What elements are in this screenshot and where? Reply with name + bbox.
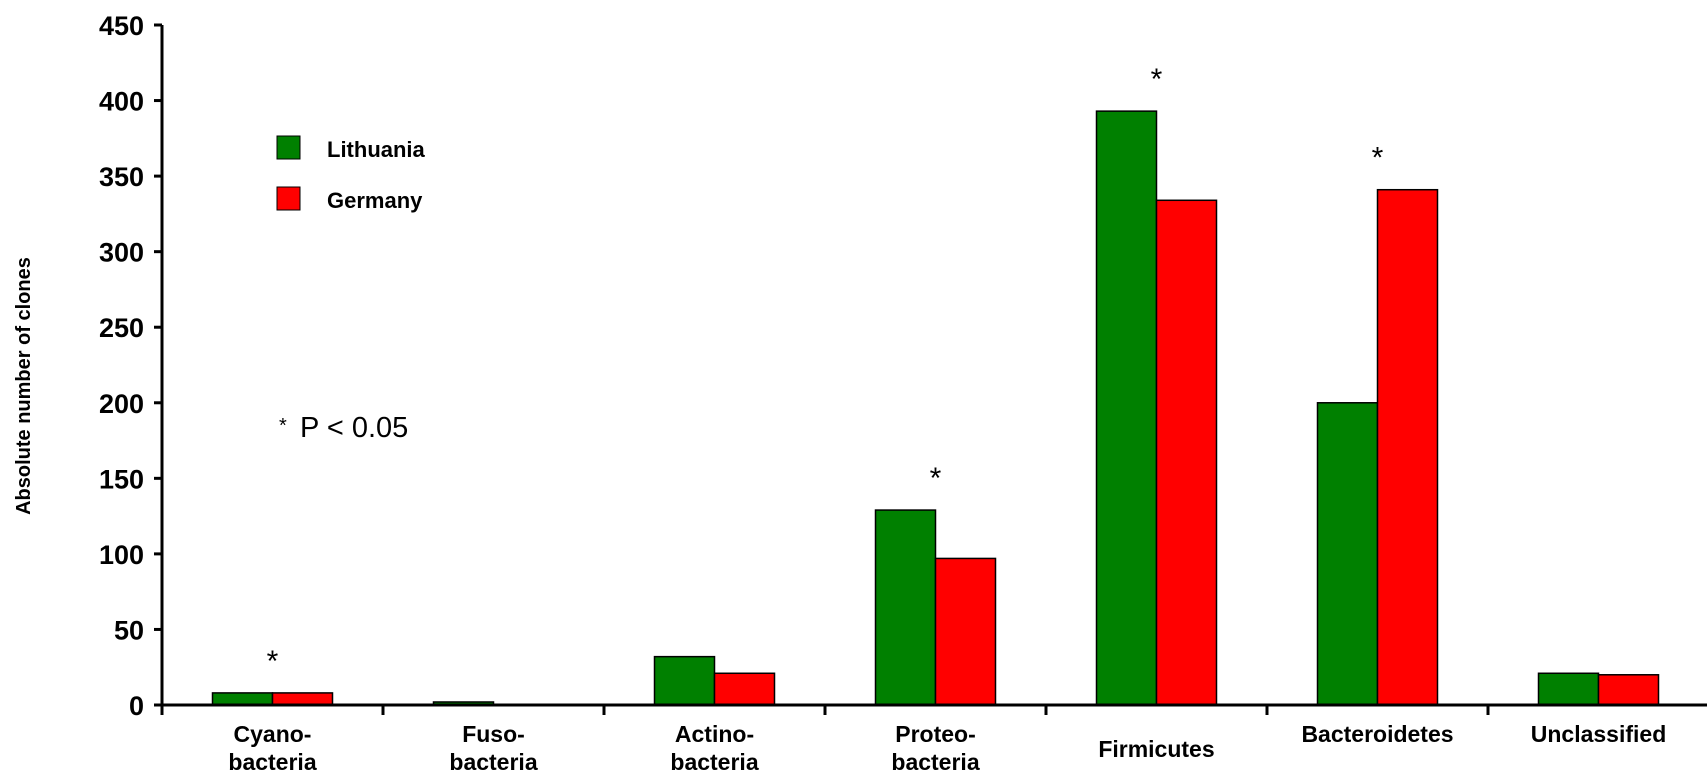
axes-group <box>160 25 1707 707</box>
x-tick-label: Proteo-bacteria <box>891 721 979 775</box>
significance-note-text: P < 0.05 <box>300 412 408 444</box>
y-tick-label: 0 <box>129 691 144 721</box>
legend-swatch-germany <box>276 186 301 211</box>
significance-note: * P < 0.05 <box>279 412 408 444</box>
y-tick-label: 400 <box>99 87 144 117</box>
x-ticks-group: Cyano-bacteria Fuso-bacteria Actino-bacter… <box>160 705 1667 775</box>
bar-germany-4 <box>1155 199 1218 706</box>
bar-lithuania-4 <box>1095 110 1158 706</box>
bar-lithuania-6 <box>1537 672 1600 706</box>
bar-germany-3 <box>934 557 997 706</box>
legend-swatch-lithuania <box>276 135 301 160</box>
significance-note-star: * <box>279 415 287 437</box>
bar-lithuania-0 <box>211 692 274 706</box>
x-tick-label: Actino-bacteria <box>670 721 758 775</box>
x-tick-label: Fuso-bacteria <box>449 721 537 775</box>
y-tick-label: 200 <box>99 389 144 419</box>
bars-group <box>211 110 1660 706</box>
bar-lithuania-3 <box>874 509 937 706</box>
y-axis-title: Absolute number of clones <box>13 257 35 515</box>
significance-marker: * <box>930 462 942 495</box>
x-tick-label: Firmicutes <box>1098 736 1214 762</box>
y-tick-label: 150 <box>99 464 144 494</box>
bar-germany-6 <box>1597 674 1660 706</box>
y-tick-label: 250 <box>99 313 144 343</box>
x-tick-label: Cyano-bacteria <box>228 721 316 775</box>
y-tick-label: 450 <box>99 11 144 41</box>
y-tick-label: 100 <box>99 540 144 570</box>
bar-germany-2 <box>713 672 776 706</box>
bar-lithuania-2 <box>653 655 716 706</box>
x-tick-label: Unclassified <box>1531 721 1667 747</box>
y-tick-label: 300 <box>99 238 144 268</box>
bar-germany-5 <box>1376 188 1439 706</box>
legend-label-germany: Germany <box>327 188 423 213</box>
significance-marker: * <box>267 645 279 678</box>
y-ticks-group: 0 50 100 150 200 250 300 350 400 450 <box>99 11 162 721</box>
significance-marker: * <box>1372 142 1384 175</box>
y-tick-label: 350 <box>99 162 144 192</box>
significance-marker: * <box>1151 63 1163 96</box>
significance-group: * * * * <box>267 63 1384 678</box>
x-tick-label: Bacteroidetes <box>1301 721 1453 747</box>
bar-germany-0 <box>271 692 334 706</box>
bar-lithuania-5 <box>1316 402 1379 706</box>
legend: Lithuania Germany <box>276 135 426 213</box>
y-tick-label: 50 <box>114 615 144 645</box>
legend-label-lithuania: Lithuania <box>327 137 426 162</box>
